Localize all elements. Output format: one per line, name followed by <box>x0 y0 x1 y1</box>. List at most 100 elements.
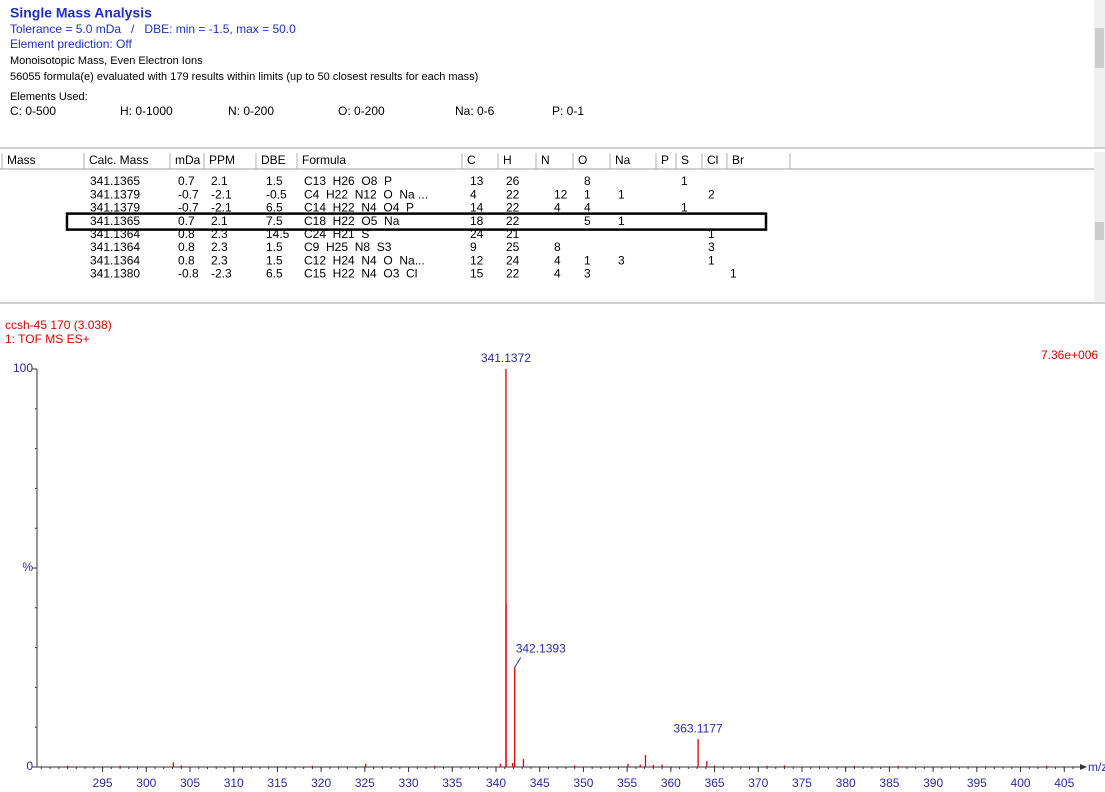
column-header: DBE <box>261 153 286 167</box>
table-cell: 4 <box>554 253 561 267</box>
table-cell: 4 <box>554 201 561 215</box>
y-tick-label: 0 <box>26 759 33 773</box>
element-range: P: 0-1 <box>552 104 584 118</box>
element-range: N: 0-200 <box>228 104 274 118</box>
table-cell: 341.1364 <box>90 253 140 267</box>
table-cell: 14 <box>470 201 484 215</box>
table-cell: 26 <box>506 174 520 188</box>
table-cell: 0.7 <box>178 174 195 188</box>
column-header: mDa <box>175 153 201 167</box>
peak-label: 363.1177 <box>674 721 723 735</box>
table-cell: 5 <box>584 214 591 228</box>
header-line: 56055 formula(e) evaluated with 179 resu… <box>10 71 478 83</box>
column-header: Formula <box>302 153 346 167</box>
table-cell: 8 <box>554 240 561 254</box>
table-cell: 7.5 <box>266 214 283 228</box>
table-cell: 0.8 <box>178 253 195 267</box>
x-tick-label: 380 <box>836 776 856 790</box>
table-cell: -0.5 <box>266 187 287 201</box>
table-cell: 0.7 <box>178 214 195 228</box>
table-cell: 2.1 <box>211 174 228 188</box>
header-scroll-thumb[interactable] <box>1095 28 1104 68</box>
x-tick-label: 320 <box>311 776 331 790</box>
header-line: Tolerance = 5.0 mDa / DBE: min = -1.5, m… <box>10 22 296 36</box>
table-cell: 8 <box>584 174 591 188</box>
table-cell: 13 <box>470 174 484 188</box>
x-tick-label: 370 <box>748 776 768 790</box>
element-range: C: 0-500 <box>10 104 56 118</box>
table-cell: C4 H22 N12 O Na ... <box>304 187 428 201</box>
table-cell: 25 <box>506 240 520 254</box>
x-tick-label: 315 <box>267 776 287 790</box>
table-cell: 24 <box>506 253 520 267</box>
table-cell: 22 <box>506 201 520 215</box>
table-cell: C15 H22 N4 O3 Cl <box>304 267 417 281</box>
column-header: Cl <box>707 153 718 167</box>
column-header: O <box>578 153 587 167</box>
element-range: H: 0-1000 <box>120 104 173 118</box>
x-tick-label: 340 <box>486 776 506 790</box>
table-cell: -2.3 <box>211 267 232 281</box>
x-tick-label: 400 <box>1011 776 1031 790</box>
x-tick-label: 305 <box>180 776 200 790</box>
table-cell: 15 <box>470 267 484 281</box>
x-tick-label: 300 <box>136 776 156 790</box>
element-range: Na: 0-6 <box>455 104 495 118</box>
table-cell: 1 <box>618 187 625 201</box>
table-cell: 18 <box>470 214 484 228</box>
table-cell: -2.1 <box>211 187 232 201</box>
table-scroll-thumb[interactable] <box>1095 222 1104 240</box>
table-cell: 0.8 <box>178 240 195 254</box>
table-cell: 22 <box>506 187 520 201</box>
table-cell: 22 <box>506 267 520 281</box>
y-tick-label: % <box>22 560 33 574</box>
table-cell: -0.8 <box>178 267 199 281</box>
table-cell: 1 <box>708 227 715 241</box>
table-cell: 4 <box>554 267 561 281</box>
x-tick-label: 360 <box>661 776 681 790</box>
column-header: C <box>467 153 476 167</box>
column-header: N <box>541 153 550 167</box>
table-cell: 1.5 <box>266 253 283 267</box>
table-cell: 3 <box>708 240 715 254</box>
table-cell: C12 H24 N4 O Na... <box>304 253 425 267</box>
x-tick-label: 345 <box>530 776 550 790</box>
x-tick-label: 375 <box>792 776 812 790</box>
column-header: Calc. Mass <box>89 153 148 167</box>
spectrum: ccsh-45 170 (3.038)1: TOF MS ES+ 7.36e+00… <box>5 318 1105 790</box>
table-cell: 12 <box>554 187 568 201</box>
table-cell: 4 <box>470 187 477 201</box>
table-cell: 4 <box>584 201 591 215</box>
peak-label: 342.1393 <box>516 642 566 656</box>
x-tick-label: 390 <box>923 776 943 790</box>
x-tick-label: 335 <box>442 776 462 790</box>
x-tick-label: 310 <box>224 776 244 790</box>
table-cell: 341.1365 <box>90 174 140 188</box>
sample-name: ccsh-45 170 (3.038) <box>5 318 112 332</box>
table-cell: 3 <box>584 267 591 281</box>
table-cell: 2 <box>708 187 715 201</box>
x-tick-label: 365 <box>705 776 725 790</box>
x-tick-label: 405 <box>1054 776 1074 790</box>
table-cell: C18 H22 O5 Na <box>304 214 400 228</box>
column-header: H <box>503 153 512 167</box>
max-intensity: 7.36e+006 <box>1041 348 1098 362</box>
header-line: Elements Used: <box>10 91 88 103</box>
table-cell: 22 <box>506 214 520 228</box>
table-cell: 341.1379 <box>90 201 140 215</box>
table-cell: 341.1379 <box>90 187 140 201</box>
x-tick-label: 325 <box>355 776 375 790</box>
table-cell: 1 <box>708 253 715 267</box>
x-tick-label: 295 <box>93 776 113 790</box>
x-tick-label: 355 <box>617 776 637 790</box>
table-cell: 3 <box>618 253 625 267</box>
header-scrollbar[interactable] <box>1094 0 1105 148</box>
peak-label: 341.1372 <box>481 351 531 365</box>
table-cell: 341.1380 <box>90 267 140 281</box>
column-header: P <box>661 153 669 167</box>
function-name: 1: TOF MS ES+ <box>5 332 90 346</box>
column-header: Na <box>615 153 631 167</box>
table-header <box>0 152 1094 169</box>
